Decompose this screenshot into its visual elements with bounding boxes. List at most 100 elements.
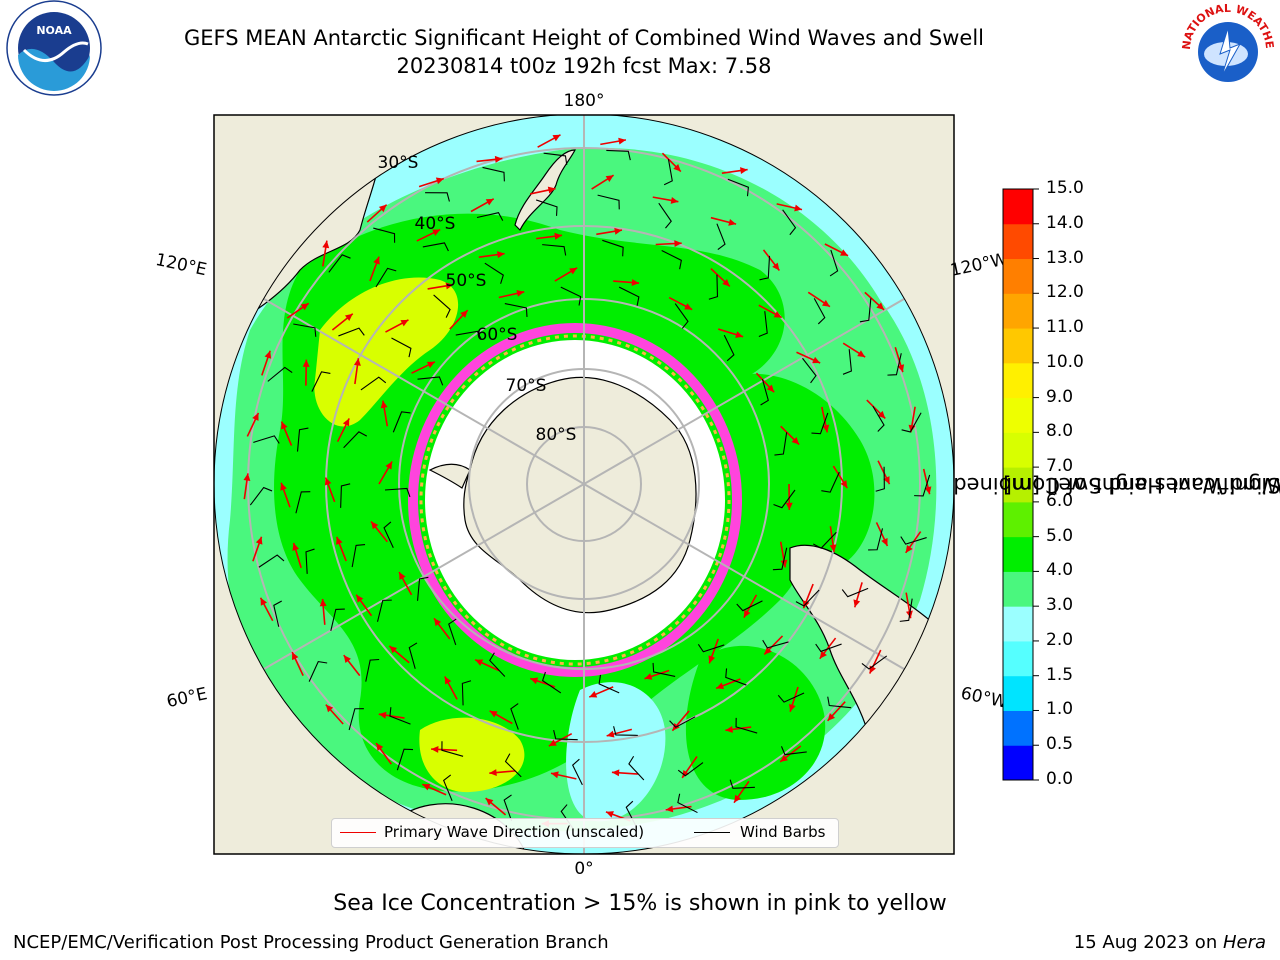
wave-direction-arrowhead — [324, 477, 332, 486]
wind-barb — [759, 255, 771, 281]
wind-barb — [827, 696, 852, 709]
wind-barb — [308, 661, 328, 682]
wave-direction-arrowhead — [378, 204, 387, 213]
colorbar-segment — [1003, 223, 1033, 260]
wind-barb — [716, 223, 726, 251]
wind-barb-label: Wind Barbs — [740, 823, 826, 841]
parallel-label-70s: 70°S — [506, 376, 547, 396]
antarctic-peninsula — [428, 463, 471, 489]
wind-barb — [821, 471, 840, 493]
wind-barb — [727, 178, 749, 197]
wind-barb — [868, 528, 884, 551]
wind-barb — [861, 655, 888, 670]
wind-barb — [914, 474, 931, 497]
parallel-label-50s: 50°S — [446, 271, 487, 291]
wind-barb — [535, 199, 558, 216]
wind-barb — [510, 703, 519, 730]
wind-barb — [267, 366, 293, 382]
wave-direction-arrowhead — [260, 597, 268, 606]
wind-barb — [253, 435, 280, 444]
wave-direction-arrowhead — [353, 358, 361, 366]
wind-barb — [811, 412, 829, 435]
wave-direction-arrowhead — [547, 186, 556, 194]
sea-ice-ring-inner — [419, 334, 731, 666]
wave-direction-arrowhead — [400, 319, 409, 327]
wind-barb — [408, 642, 418, 669]
colorbar — [1002, 188, 1039, 781]
wave-direction-arrowhead — [766, 384, 775, 393]
wind-barb — [365, 658, 380, 682]
wind-barb — [293, 323, 317, 337]
wind-barb — [841, 587, 869, 598]
wind-barb — [376, 599, 392, 622]
colorbar-title-line2: Wind Waves and Swell [m] — [1003, 473, 1280, 498]
wind-barb — [384, 487, 411, 498]
wind-barb — [504, 753, 522, 778]
wind-barb — [560, 286, 582, 306]
wind-barb — [305, 548, 315, 574]
wave-direction-arrowhead — [426, 361, 435, 369]
footer-machine: Hera — [1222, 932, 1266, 953]
wave-direction-arrowhead — [789, 703, 796, 712]
wind-barb — [273, 600, 282, 627]
wave-direction-arrowhead — [569, 267, 578, 275]
wave-direction-arrowhead — [344, 313, 353, 321]
wind-barb — [391, 337, 412, 358]
wind-barb — [295, 491, 311, 514]
wave-band-peak-south — [419, 717, 525, 793]
wave-direction-arrowhead — [734, 794, 742, 803]
wind-barb — [461, 680, 472, 706]
wave-direction-arrowhead — [673, 163, 681, 172]
wave-direction-arrowhead — [336, 536, 343, 545]
colorbar-segment — [1003, 606, 1033, 642]
footer-date-text: 15 Aug 2023 on — [1073, 932, 1223, 953]
wave-direction-arrowhead — [785, 502, 793, 510]
wave-direction-arrowhead — [489, 710, 498, 718]
colorbar-tick-label: 1.0 — [1046, 699, 1074, 720]
wave-direction-arrowhead — [791, 437, 800, 445]
wave-direction-arrowhead — [881, 537, 888, 546]
wind-barb — [442, 774, 453, 801]
map-border — [213, 114, 955, 855]
wave-direction-arrowhead — [822, 424, 830, 433]
wind-barb — [543, 152, 568, 165]
wind-barb — [389, 707, 411, 725]
page-subtitle: 20230814 t00z 192h fcst Max: 7.58 — [396, 54, 772, 78]
wind-barb — [661, 250, 682, 270]
wind-barb — [813, 298, 826, 325]
wave-direction-arrowhead — [674, 240, 682, 248]
wind-barb — [441, 741, 464, 757]
wave-direction-arrowhead — [252, 412, 259, 421]
wave-direction-arrowhead — [389, 646, 398, 654]
wave-direction-arrowhead — [725, 725, 733, 733]
parallel-label-80s: 80°S — [536, 425, 577, 445]
wind-barb — [541, 671, 562, 694]
wind-barb — [677, 762, 704, 777]
wave-direction-arrowhead — [264, 350, 272, 359]
sea-ice-ring — [408, 323, 742, 677]
wave-direction-arrowhead — [829, 544, 837, 553]
wave-direction-arrowhead — [530, 677, 539, 685]
wind-barb — [697, 643, 725, 653]
wind-barb — [351, 544, 366, 568]
wave-direction-arrowhead — [376, 743, 384, 751]
wind-barb — [812, 531, 837, 549]
wave-direction-arrowhead — [434, 618, 442, 627]
colorbar-segment — [1003, 362, 1033, 399]
colorbar-segment — [1003, 189, 1033, 225]
colorbar-tick-label: 9.0 — [1046, 386, 1074, 407]
wave-direction-arrowhead — [342, 418, 350, 427]
wind-barb — [900, 536, 927, 545]
colorbar-segment — [1003, 745, 1033, 781]
wave-direction-arrowhead — [280, 482, 287, 491]
wave-direction-arrowhead — [924, 486, 932, 495]
nws-logo: NATIONAL WEATHER SERVICE — [1176, 0, 1276, 98]
wave-direction-arrowhead — [708, 655, 716, 664]
colorbar-tick-label: 14.0 — [1046, 212, 1084, 233]
wind-barb — [760, 379, 769, 406]
wave-direction-arrowhead — [631, 279, 640, 287]
wind-barb — [777, 692, 805, 703]
footer-branch: NCEP/EMC/Verification Post Processing Pr… — [13, 932, 609, 953]
wind-barb — [348, 708, 364, 731]
wind-barb — [674, 303, 689, 329]
